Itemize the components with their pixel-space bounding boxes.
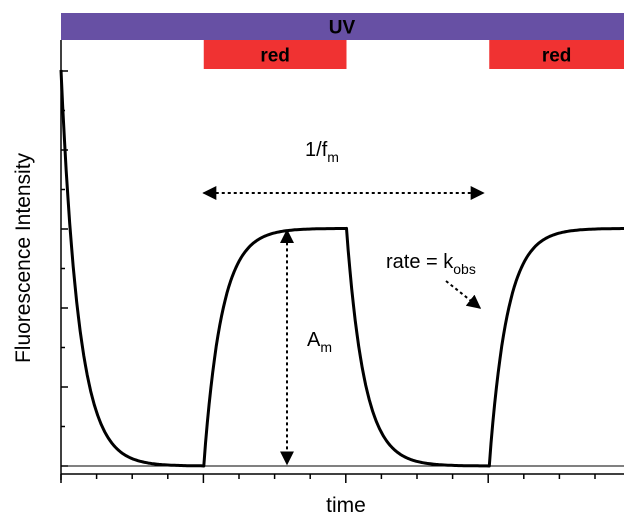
amplitude-label: Am bbox=[307, 329, 332, 355]
red-bar-label-1: red bbox=[260, 46, 290, 67]
annotations: 1/fm Am rate = kobs bbox=[202, 139, 485, 466]
illumination-bars: UV red red bbox=[61, 13, 624, 69]
period-label: 1/fm bbox=[305, 139, 339, 165]
uv-bar bbox=[61, 13, 624, 40]
x-ticks bbox=[60, 474, 596, 483]
fluorescence-curve bbox=[59, 69, 624, 468]
rate-label: rate = kobs bbox=[386, 251, 476, 277]
rate-arrow bbox=[445, 280, 482, 309]
x-axis-label: time bbox=[326, 494, 366, 517]
uv-bar-label: UV bbox=[329, 18, 356, 39]
red-bar-2 bbox=[489, 40, 624, 69]
red-bar-1 bbox=[203, 40, 347, 69]
y-axis-label: Fluorescence Intensity bbox=[12, 152, 35, 363]
red-bar-label-2: red bbox=[542, 46, 572, 67]
axes bbox=[60, 40, 624, 483]
